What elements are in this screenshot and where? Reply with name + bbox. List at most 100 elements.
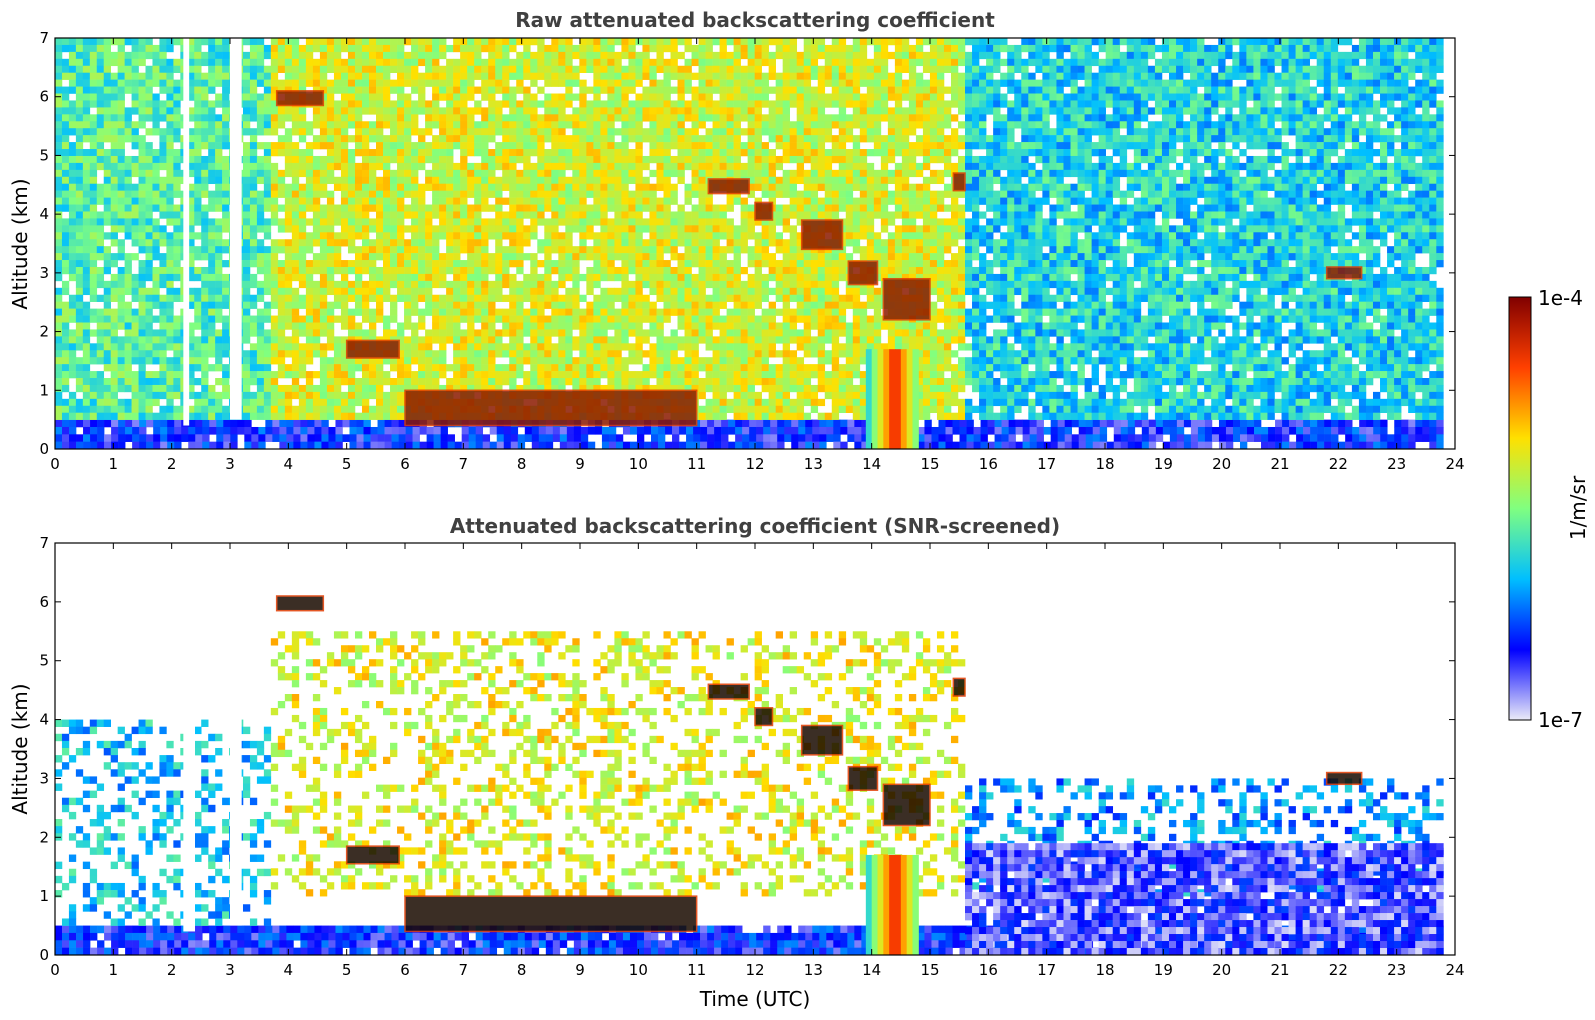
heatmap-cell bbox=[621, 162, 629, 171]
heatmap-cell bbox=[509, 72, 517, 80]
heatmap-cell bbox=[460, 142, 468, 150]
heatmap-cell bbox=[201, 384, 209, 393]
heatmap-cell bbox=[124, 190, 132, 198]
heatmap-cell bbox=[89, 162, 98, 171]
heatmap-cell bbox=[333, 218, 342, 226]
heatmap-cell bbox=[642, 190, 650, 198]
heatmap-cell bbox=[340, 336, 349, 344]
heatmap-cell bbox=[208, 391, 216, 400]
heatmap-cell bbox=[642, 253, 650, 261]
heatmap-cell bbox=[145, 38, 153, 46]
heatmap-cell bbox=[495, 204, 503, 212]
heatmap-cell bbox=[363, 426, 371, 435]
heatmap-cell bbox=[75, 183, 84, 191]
heatmap-cell bbox=[312, 350, 321, 358]
heatmap-cell bbox=[319, 294, 328, 302]
heatmap-cell bbox=[572, 79, 580, 87]
heatmap-cell bbox=[312, 121, 321, 129]
heatmap-cell bbox=[1106, 441, 1115, 449]
heatmap-cell bbox=[1148, 419, 1157, 428]
heatmap-cell bbox=[481, 79, 489, 87]
heatmap-cell bbox=[404, 190, 412, 198]
heatmap-cell bbox=[251, 434, 259, 442]
heatmap-cell bbox=[152, 155, 160, 164]
heatmap-cell bbox=[586, 162, 594, 171]
heatmap-cell bbox=[579, 336, 587, 344]
heatmap-cell bbox=[277, 280, 286, 289]
heatmap-cell bbox=[96, 343, 105, 351]
heatmap-cell bbox=[75, 287, 84, 296]
heatmap-cell bbox=[474, 204, 482, 212]
heatmap-cell bbox=[68, 211, 77, 219]
heatmap-cell bbox=[215, 308, 223, 316]
heatmap-cell bbox=[166, 204, 174, 212]
heatmap-cell bbox=[565, 378, 573, 386]
heatmap-cell bbox=[523, 142, 531, 150]
heatmap-cell bbox=[621, 38, 629, 46]
heatmap-cell bbox=[103, 350, 111, 358]
heatmap-cell bbox=[707, 419, 715, 428]
heatmap-cell bbox=[649, 364, 657, 372]
heatmap-cell bbox=[621, 176, 629, 185]
heatmap-cell bbox=[586, 190, 594, 198]
heatmap-cell bbox=[284, 44, 293, 53]
heatmap-cell bbox=[1373, 419, 1381, 428]
heatmap-cell bbox=[138, 266, 146, 275]
heatmap-cell bbox=[89, 280, 98, 289]
heatmap-cell bbox=[376, 100, 384, 108]
heatmap-cell bbox=[460, 232, 468, 240]
heatmap-cell bbox=[509, 218, 517, 226]
heatmap-cell bbox=[242, 149, 251, 157]
heatmap-cell bbox=[502, 72, 510, 80]
heatmap-cell bbox=[89, 51, 98, 60]
heatmap-cell bbox=[96, 44, 105, 53]
heatmap-cell bbox=[291, 273, 300, 282]
heatmap-cell bbox=[404, 357, 412, 365]
heatmap-cell bbox=[411, 38, 419, 46]
heatmap-cell bbox=[558, 232, 566, 240]
heatmap-cell bbox=[333, 183, 342, 191]
heatmap-cell bbox=[432, 260, 440, 268]
heatmap-cell bbox=[404, 114, 412, 122]
heatmap-cell bbox=[559, 434, 568, 442]
heatmap-cell bbox=[249, 273, 258, 282]
heatmap-cell bbox=[621, 294, 629, 302]
heatmap-cell bbox=[411, 162, 419, 171]
heatmap-cell bbox=[291, 218, 300, 226]
heatmap-cell bbox=[411, 155, 419, 164]
heatmap-cell bbox=[523, 225, 531, 233]
heatmap-cell bbox=[994, 441, 1002, 449]
heatmap-cell bbox=[187, 294, 195, 302]
heatmap-cell bbox=[558, 190, 566, 198]
heatmap-cell bbox=[700, 426, 708, 435]
heatmap-cell bbox=[656, 232, 664, 240]
heatmap-cell bbox=[544, 65, 552, 73]
heatmap-cell bbox=[481, 107, 489, 115]
heatmap-cell bbox=[256, 155, 265, 164]
heatmap-cell bbox=[404, 364, 412, 372]
heatmap-cell bbox=[432, 357, 440, 365]
heatmap-cell bbox=[565, 225, 573, 233]
heatmap-cell bbox=[411, 128, 419, 136]
heatmap-cell bbox=[397, 329, 405, 337]
heatmap-cell bbox=[397, 246, 405, 254]
heatmap-cell bbox=[545, 441, 554, 449]
heatmap-cell bbox=[152, 169, 160, 178]
heatmap-cell bbox=[131, 384, 139, 393]
heatmap-cell bbox=[284, 114, 293, 122]
heatmap-cell bbox=[61, 93, 70, 101]
heatmap-cell bbox=[174, 426, 182, 435]
heatmap-cell bbox=[642, 162, 650, 171]
heatmap-cell bbox=[1204, 419, 1213, 428]
heatmap-cell bbox=[75, 176, 84, 185]
heatmap-cell bbox=[368, 384, 377, 393]
heatmap-cell bbox=[326, 114, 335, 122]
heatmap-cell bbox=[277, 38, 286, 46]
heatmap-cell bbox=[656, 86, 664, 94]
heatmap-cell bbox=[368, 86, 377, 94]
heatmap-cell bbox=[237, 419, 245, 428]
heatmap-cell bbox=[523, 294, 531, 302]
heatmap-cell bbox=[270, 142, 279, 150]
heatmap-cell bbox=[117, 246, 125, 254]
heatmap-cell bbox=[628, 357, 636, 365]
